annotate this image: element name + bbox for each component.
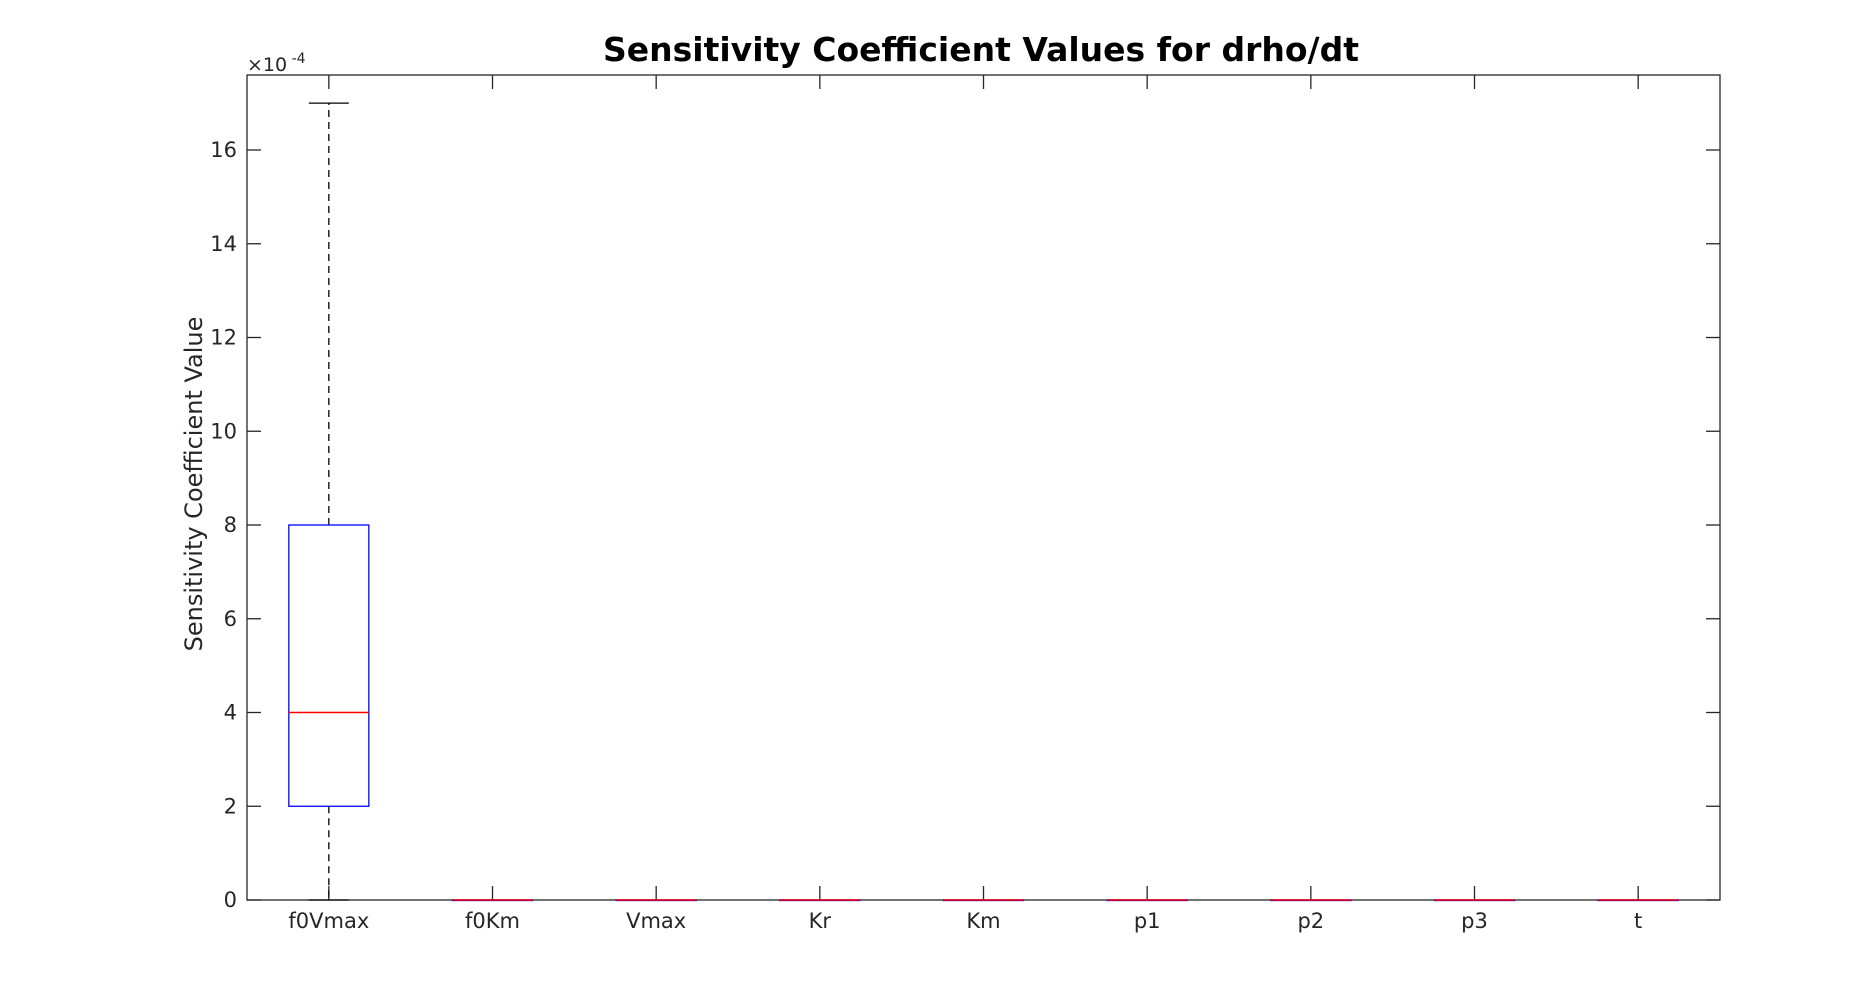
plot-area: 0 2 4 6 8 10 12 14 16 f0Vmax f0Km Vmax Kr Km p1 p2 p3 t [210,74,1721,933]
chart-title: Sensitivity Coefficient Values for drho/… [603,30,1359,69]
x-tick-label: p2 [1297,909,1324,933]
y-tick-label: 10 [210,419,237,443]
y-tick-label: 4 [224,701,237,725]
y-multiplier-exponent: -4 [292,51,306,67]
y-multiplier-base: ×10 [247,54,287,76]
y-tick-label: 16 [210,138,237,162]
x-tick-label: p3 [1461,909,1488,933]
x-tick-label: t [1634,909,1642,933]
y-axis-label: Sensitivity Coefficient Value [180,317,208,652]
y-tick-label: 6 [224,607,237,631]
x-tick-label: p1 [1134,909,1161,933]
y-tick-label: 0 [224,888,237,912]
x-tick-label: f0Vmax [288,909,369,933]
y-tick-label: 12 [210,326,237,350]
axes-frame [246,74,1721,901]
x-tick-label: Km [966,909,1000,933]
x-tick-label: f0Km [465,909,520,933]
y-axis-multiplier: ×10 -4 [247,51,306,76]
y-tick-label: 2 [224,794,237,818]
y-tick-label: 8 [224,513,237,537]
x-tick-label: Kr [809,909,832,933]
iqr-box [288,524,370,807]
x-tick-label: Vmax [626,909,686,933]
y-tick-label: 14 [210,232,237,256]
